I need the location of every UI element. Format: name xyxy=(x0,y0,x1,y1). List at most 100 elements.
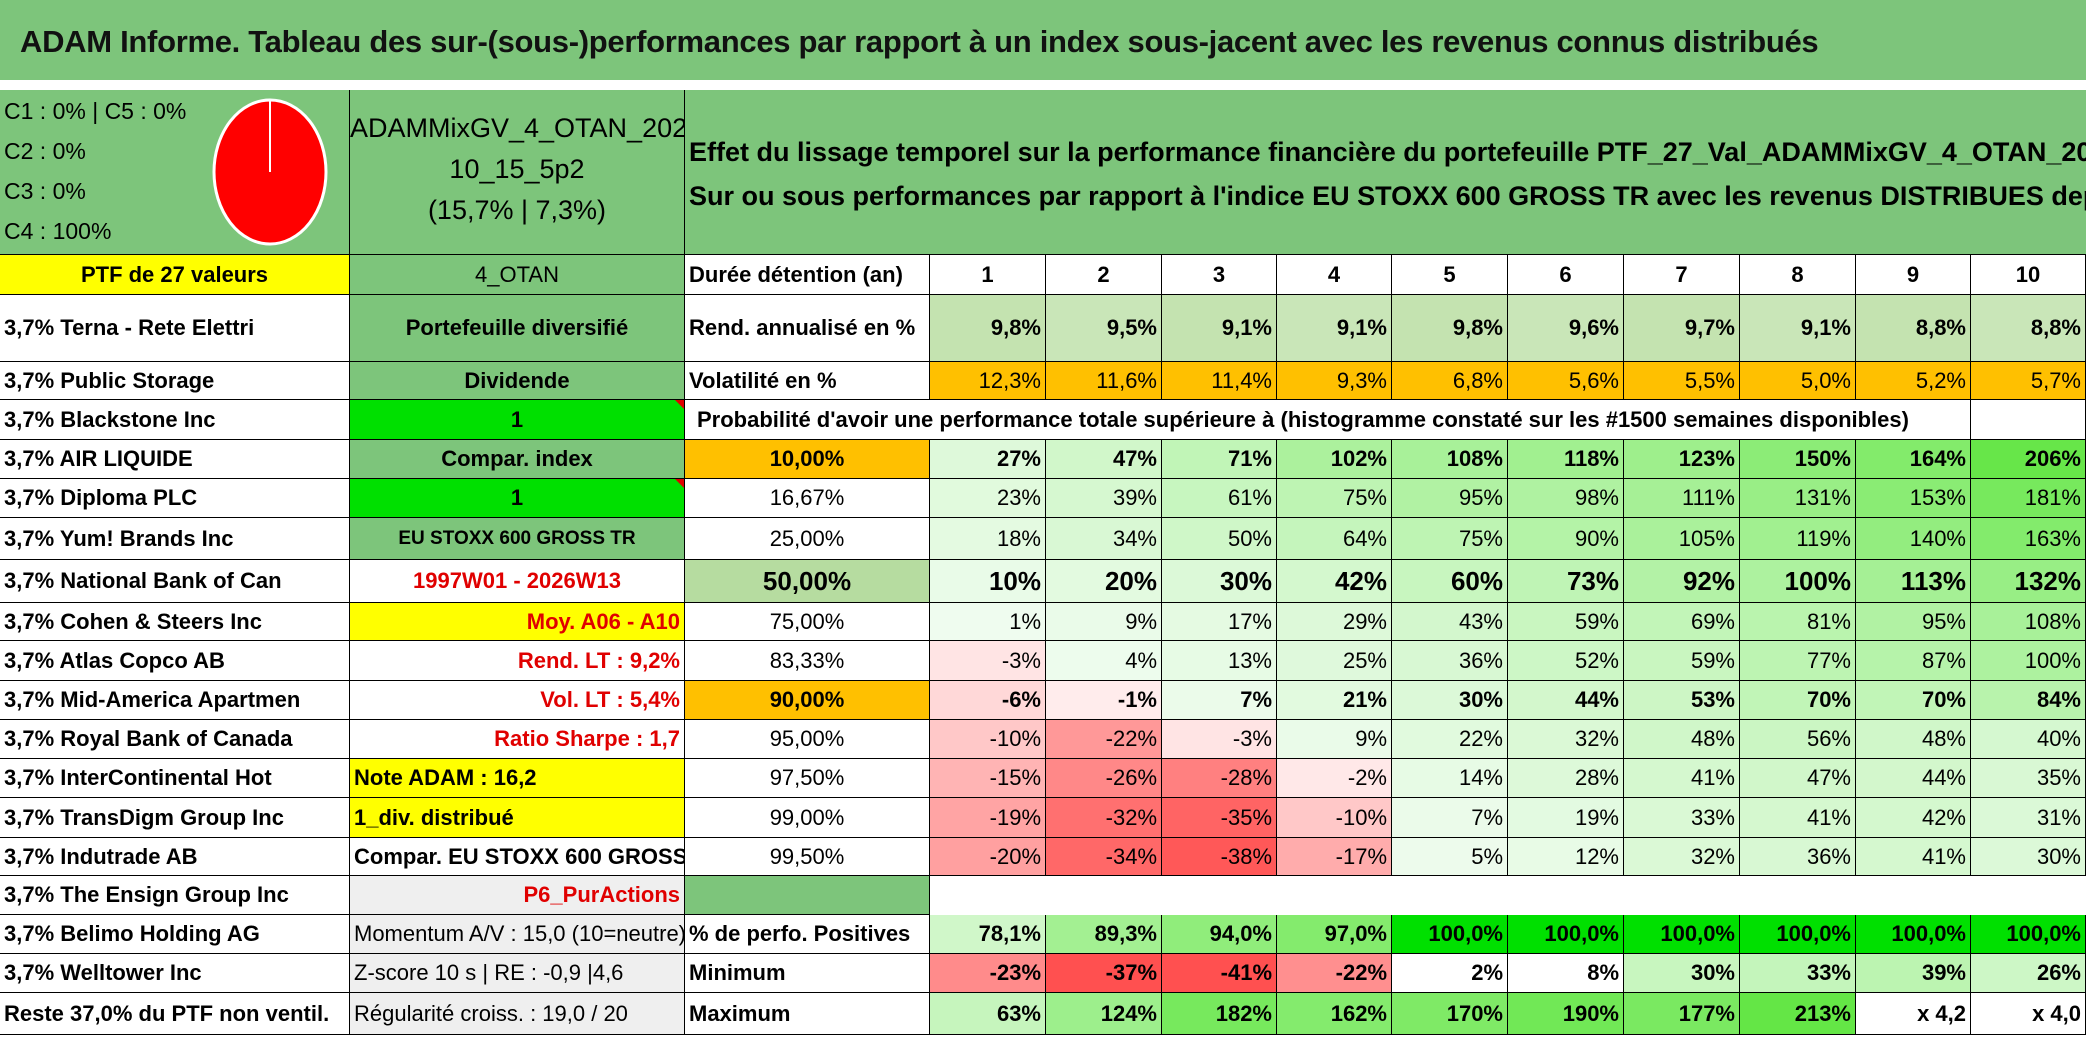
quantile-value: 27% xyxy=(930,440,1046,479)
quantile-value: 1% xyxy=(930,603,1046,641)
quantile-value: 131% xyxy=(1740,479,1856,518)
title-separator xyxy=(0,80,2086,90)
minimum-value: -41% xyxy=(1162,954,1277,993)
quantile-value: 12% xyxy=(1508,838,1624,876)
quantile-value: 9% xyxy=(1277,720,1392,759)
quantile-value: 13% xyxy=(1162,641,1277,681)
positive-value: 100,0% xyxy=(1508,915,1624,954)
description-panel: Effet du lissage temporel sur la perform… xyxy=(685,90,2086,255)
quantile-value: 36% xyxy=(1392,641,1508,681)
quantile-value: 95% xyxy=(1856,603,1971,641)
quantile-value: 25% xyxy=(1277,641,1392,681)
allocation-pie-icon xyxy=(212,98,328,246)
quantile-value: 44% xyxy=(1856,759,1971,798)
quantile-value: 22% xyxy=(1392,720,1508,759)
positive-value: 100,0% xyxy=(1392,915,1508,954)
volatility-value: 5,7% xyxy=(1971,362,2086,400)
holding-item: 3,7% Blackstone Inc xyxy=(0,400,350,440)
portfolio-name-panel: ADAMMixGV_4_OTAN_2024 10_15_5p2 (15,7% |… xyxy=(350,90,702,255)
quantile-value: 75% xyxy=(1277,479,1392,518)
quantile-value: 43% xyxy=(1392,603,1508,641)
row-label: Minimum xyxy=(685,954,930,993)
info-cell: Rend. LT : 9,2% xyxy=(350,641,685,681)
quantile-value: -3% xyxy=(930,641,1046,681)
quantile-value: -26% xyxy=(1046,759,1162,798)
quantile-value: 7% xyxy=(1162,681,1277,720)
minimum-value: 33% xyxy=(1740,954,1856,993)
quantile-label: 16,67% xyxy=(685,479,930,518)
quantile-value: 98% xyxy=(1508,479,1624,518)
quantile-label: 99,00% xyxy=(685,798,930,838)
quantile-value: 163% xyxy=(1971,518,2086,560)
holdings-header: PTF de 27 valeurs xyxy=(0,255,350,295)
quantile-value: 23% xyxy=(930,479,1046,518)
quantile-value: -22% xyxy=(1046,720,1162,759)
quantile-value: 95% xyxy=(1392,479,1508,518)
quantile-value: 7% xyxy=(1392,798,1508,838)
quantile-value: 60% xyxy=(1392,560,1508,603)
quantile-value: 30% xyxy=(1392,681,1508,720)
quantile-value: 5% xyxy=(1392,838,1508,876)
quantile-label: 95,00% xyxy=(685,720,930,759)
info-cell: 1 xyxy=(350,400,685,440)
positive-value: 100,0% xyxy=(1856,915,1971,954)
volatility-value: 9,3% xyxy=(1277,362,1392,400)
info-cell: Note ADAM : 16,2 xyxy=(350,759,685,798)
quantile-value: 56% xyxy=(1740,720,1856,759)
holding-item: 3,7% InterContinental Hot xyxy=(0,759,350,798)
year-header: 2 xyxy=(1046,255,1162,295)
quantile-value: 33% xyxy=(1624,798,1740,838)
info-cell: 1_div. distribué xyxy=(350,798,685,838)
quantile-value: 28% xyxy=(1508,759,1624,798)
maximum-value: 182% xyxy=(1162,993,1277,1035)
maximum-value: 63% xyxy=(930,993,1046,1035)
minimum-value: 2% xyxy=(1392,954,1508,993)
note-marker xyxy=(675,479,684,488)
quantile-value: 53% xyxy=(1624,681,1740,720)
quantile-value: 42% xyxy=(1277,560,1392,603)
quantile-value: 41% xyxy=(1624,759,1740,798)
year-header: 1 xyxy=(930,255,1046,295)
holding-item: 3,7% AIR LIQUIDE xyxy=(0,440,350,479)
info-cell: Moy. A06 - A10 xyxy=(350,603,685,641)
quantile-value: 69% xyxy=(1624,603,1740,641)
quantile-value: 59% xyxy=(1624,641,1740,681)
description-line1: Effet du lissage temporel sur la perform… xyxy=(689,137,2086,167)
quantile-value: 108% xyxy=(1392,440,1508,479)
quantile-label: 10,00% xyxy=(685,440,930,479)
report-title: ADAM Informe. Tableau des sur-(sous-)per… xyxy=(0,0,2086,80)
info-cell: Ratio Sharpe : 1,7 xyxy=(350,720,685,759)
maximum-value: x 4,2 xyxy=(1856,993,1971,1035)
holding-item: 3,7% National Bank of Can xyxy=(0,560,350,603)
quantile-value: -20% xyxy=(930,838,1046,876)
note-marker xyxy=(675,400,684,409)
holding-item: 3,7% Indutrade AB xyxy=(0,838,350,876)
description-line2: Sur ou sous performances par rapport à l… xyxy=(689,181,2086,211)
quantile-value: 75% xyxy=(1392,518,1508,560)
quantile-value: 18% xyxy=(930,518,1046,560)
return-value: 8,8% xyxy=(1856,295,1971,362)
minimum-value: -37% xyxy=(1046,954,1162,993)
quantile-value: 32% xyxy=(1508,720,1624,759)
volatility-value: 6,8% xyxy=(1392,362,1508,400)
quantile-value: 70% xyxy=(1856,681,1971,720)
row-label: Volatilité en % xyxy=(685,362,930,400)
minimum-value: 26% xyxy=(1971,954,2086,993)
holding-item: 3,7% Public Storage xyxy=(0,362,350,400)
positive-value: 89,3% xyxy=(1046,915,1162,954)
blank-cell xyxy=(1971,400,2086,440)
quantile-value: -15% xyxy=(930,759,1046,798)
year-header: 6 xyxy=(1508,255,1624,295)
maximum-value: 177% xyxy=(1624,993,1740,1035)
holding-item: 3,7% Cohen & Steers Inc xyxy=(0,603,350,641)
quantile-value: 123% xyxy=(1624,440,1740,479)
quantile-value: 90% xyxy=(1508,518,1624,560)
minimum-value: -23% xyxy=(930,954,1046,993)
volatility-value: 5,0% xyxy=(1740,362,1856,400)
probability-caption: Probabilité d'avoir une performance tota… xyxy=(685,400,1971,440)
quantile-value: -38% xyxy=(1162,838,1277,876)
quantile-value: 59% xyxy=(1508,603,1624,641)
minimum-value: 30% xyxy=(1624,954,1740,993)
quantile-value: 100% xyxy=(1740,560,1856,603)
year-header: 7 xyxy=(1624,255,1740,295)
